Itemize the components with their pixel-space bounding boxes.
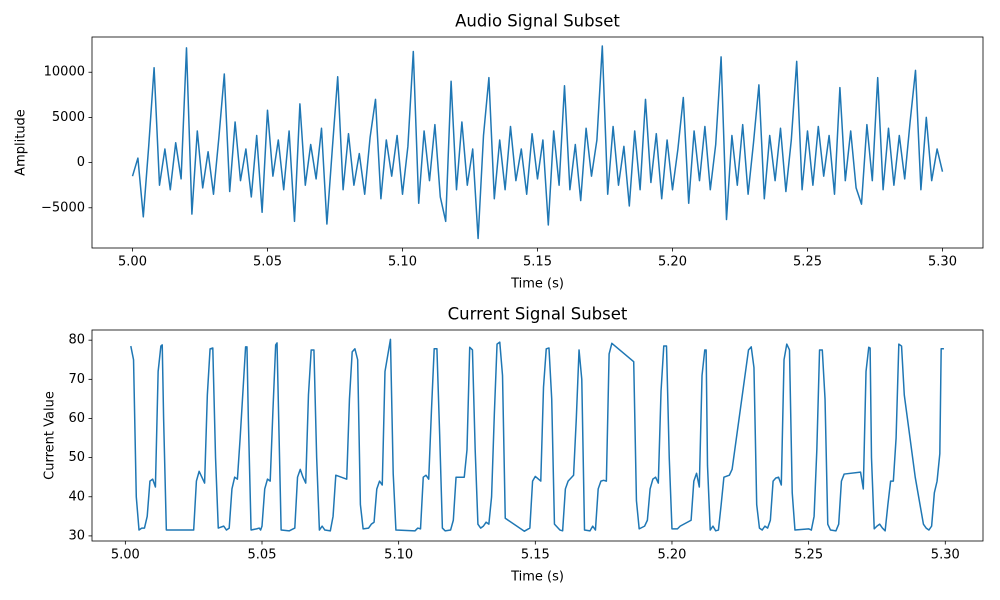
line-series	[131, 45, 944, 240]
x-tick-label: 5.20	[658, 255, 687, 270]
x-tick-label: 5.25	[793, 255, 822, 270]
x-tick-label: 5.10	[384, 548, 413, 563]
chart-title: Audio Signal Subset	[455, 12, 620, 31]
y-tick-label: 0	[77, 155, 85, 170]
line-series	[130, 338, 944, 532]
y-tick-label: 60	[68, 411, 85, 426]
x-tick-label: 5.30	[928, 255, 957, 270]
x-tick-label: 5.00	[111, 548, 140, 563]
x-tick-label: 5.30	[931, 548, 960, 563]
y-tick-label: 30	[68, 528, 85, 543]
x-tick-label: 5.10	[388, 255, 417, 270]
y-tick-label: −5000	[41, 200, 85, 215]
x-tick-label: 5.15	[521, 548, 550, 563]
y-axis-label: Amplitude	[14, 109, 29, 176]
x-tick-label: 5.05	[253, 255, 282, 270]
y-tick-label: 50	[68, 450, 85, 465]
x-tick-label: 5.05	[248, 548, 277, 563]
x-axis-label: Time (s)	[510, 277, 564, 292]
y-tick-label: 10000	[44, 65, 85, 80]
chart-title: Current Signal Subset	[448, 305, 628, 324]
y-axis-label: Current Value	[43, 391, 58, 480]
y-tick-label: 40	[68, 489, 85, 504]
axes-frame	[91, 329, 984, 542]
x-tick-label: 5.00	[118, 255, 147, 270]
x-tick-label: 5.25	[794, 548, 823, 563]
x-axis-label: Time (s)	[510, 570, 564, 585]
y-tick-label: 80	[68, 333, 85, 348]
x-tick-label: 5.20	[657, 548, 686, 563]
y-tick-label: 70	[68, 372, 85, 387]
x-tick-label: 5.15	[523, 255, 552, 270]
y-tick-label: 5000	[52, 110, 85, 125]
